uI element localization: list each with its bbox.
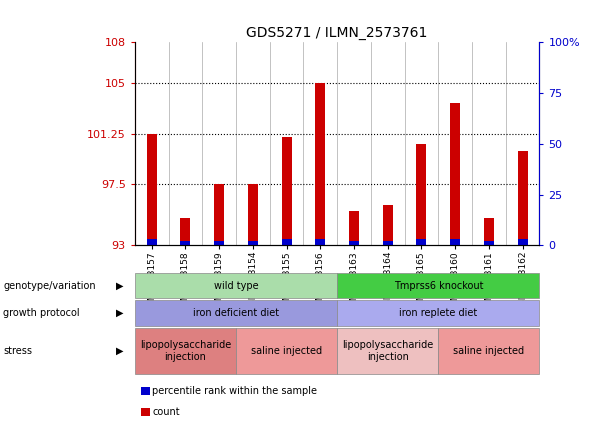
Bar xyxy=(281,239,292,245)
Bar xyxy=(383,205,393,245)
Bar xyxy=(281,137,292,245)
Bar xyxy=(214,184,224,245)
Bar xyxy=(180,241,191,245)
Text: saline injected: saline injected xyxy=(251,346,322,356)
Title: GDS5271 / ILMN_2573761: GDS5271 / ILMN_2573761 xyxy=(246,26,428,40)
Bar xyxy=(450,103,460,245)
Bar xyxy=(383,241,393,245)
Bar xyxy=(416,239,427,245)
Bar xyxy=(248,241,258,245)
Bar xyxy=(214,241,224,245)
Bar xyxy=(517,151,528,245)
Bar xyxy=(315,239,326,245)
Bar xyxy=(450,239,460,245)
Bar xyxy=(484,218,494,245)
Text: genotype/variation: genotype/variation xyxy=(3,280,96,291)
Text: lipopolysaccharide
injection: lipopolysaccharide injection xyxy=(342,340,433,362)
Text: Tmprss6 knockout: Tmprss6 knockout xyxy=(394,280,483,291)
Bar xyxy=(517,239,528,245)
Text: stress: stress xyxy=(3,346,32,356)
Bar xyxy=(349,241,359,245)
Text: saline injected: saline injected xyxy=(453,346,525,356)
Bar xyxy=(349,212,359,245)
Text: wild type: wild type xyxy=(214,280,258,291)
Text: growth protocol: growth protocol xyxy=(3,308,80,318)
Text: ▶: ▶ xyxy=(116,308,123,318)
Text: percentile rank within the sample: percentile rank within the sample xyxy=(152,386,317,396)
Bar xyxy=(180,218,191,245)
Text: ▶: ▶ xyxy=(116,280,123,291)
Text: iron replete diet: iron replete diet xyxy=(399,308,478,318)
Bar xyxy=(248,184,258,245)
Bar xyxy=(416,144,427,245)
Text: lipopolysaccharide
injection: lipopolysaccharide injection xyxy=(140,340,231,362)
Bar xyxy=(147,239,157,245)
Bar xyxy=(484,241,494,245)
Text: iron deficient diet: iron deficient diet xyxy=(193,308,279,318)
Text: ▶: ▶ xyxy=(116,346,123,356)
Bar xyxy=(147,134,157,245)
Text: count: count xyxy=(152,407,180,417)
Bar xyxy=(315,83,326,245)
